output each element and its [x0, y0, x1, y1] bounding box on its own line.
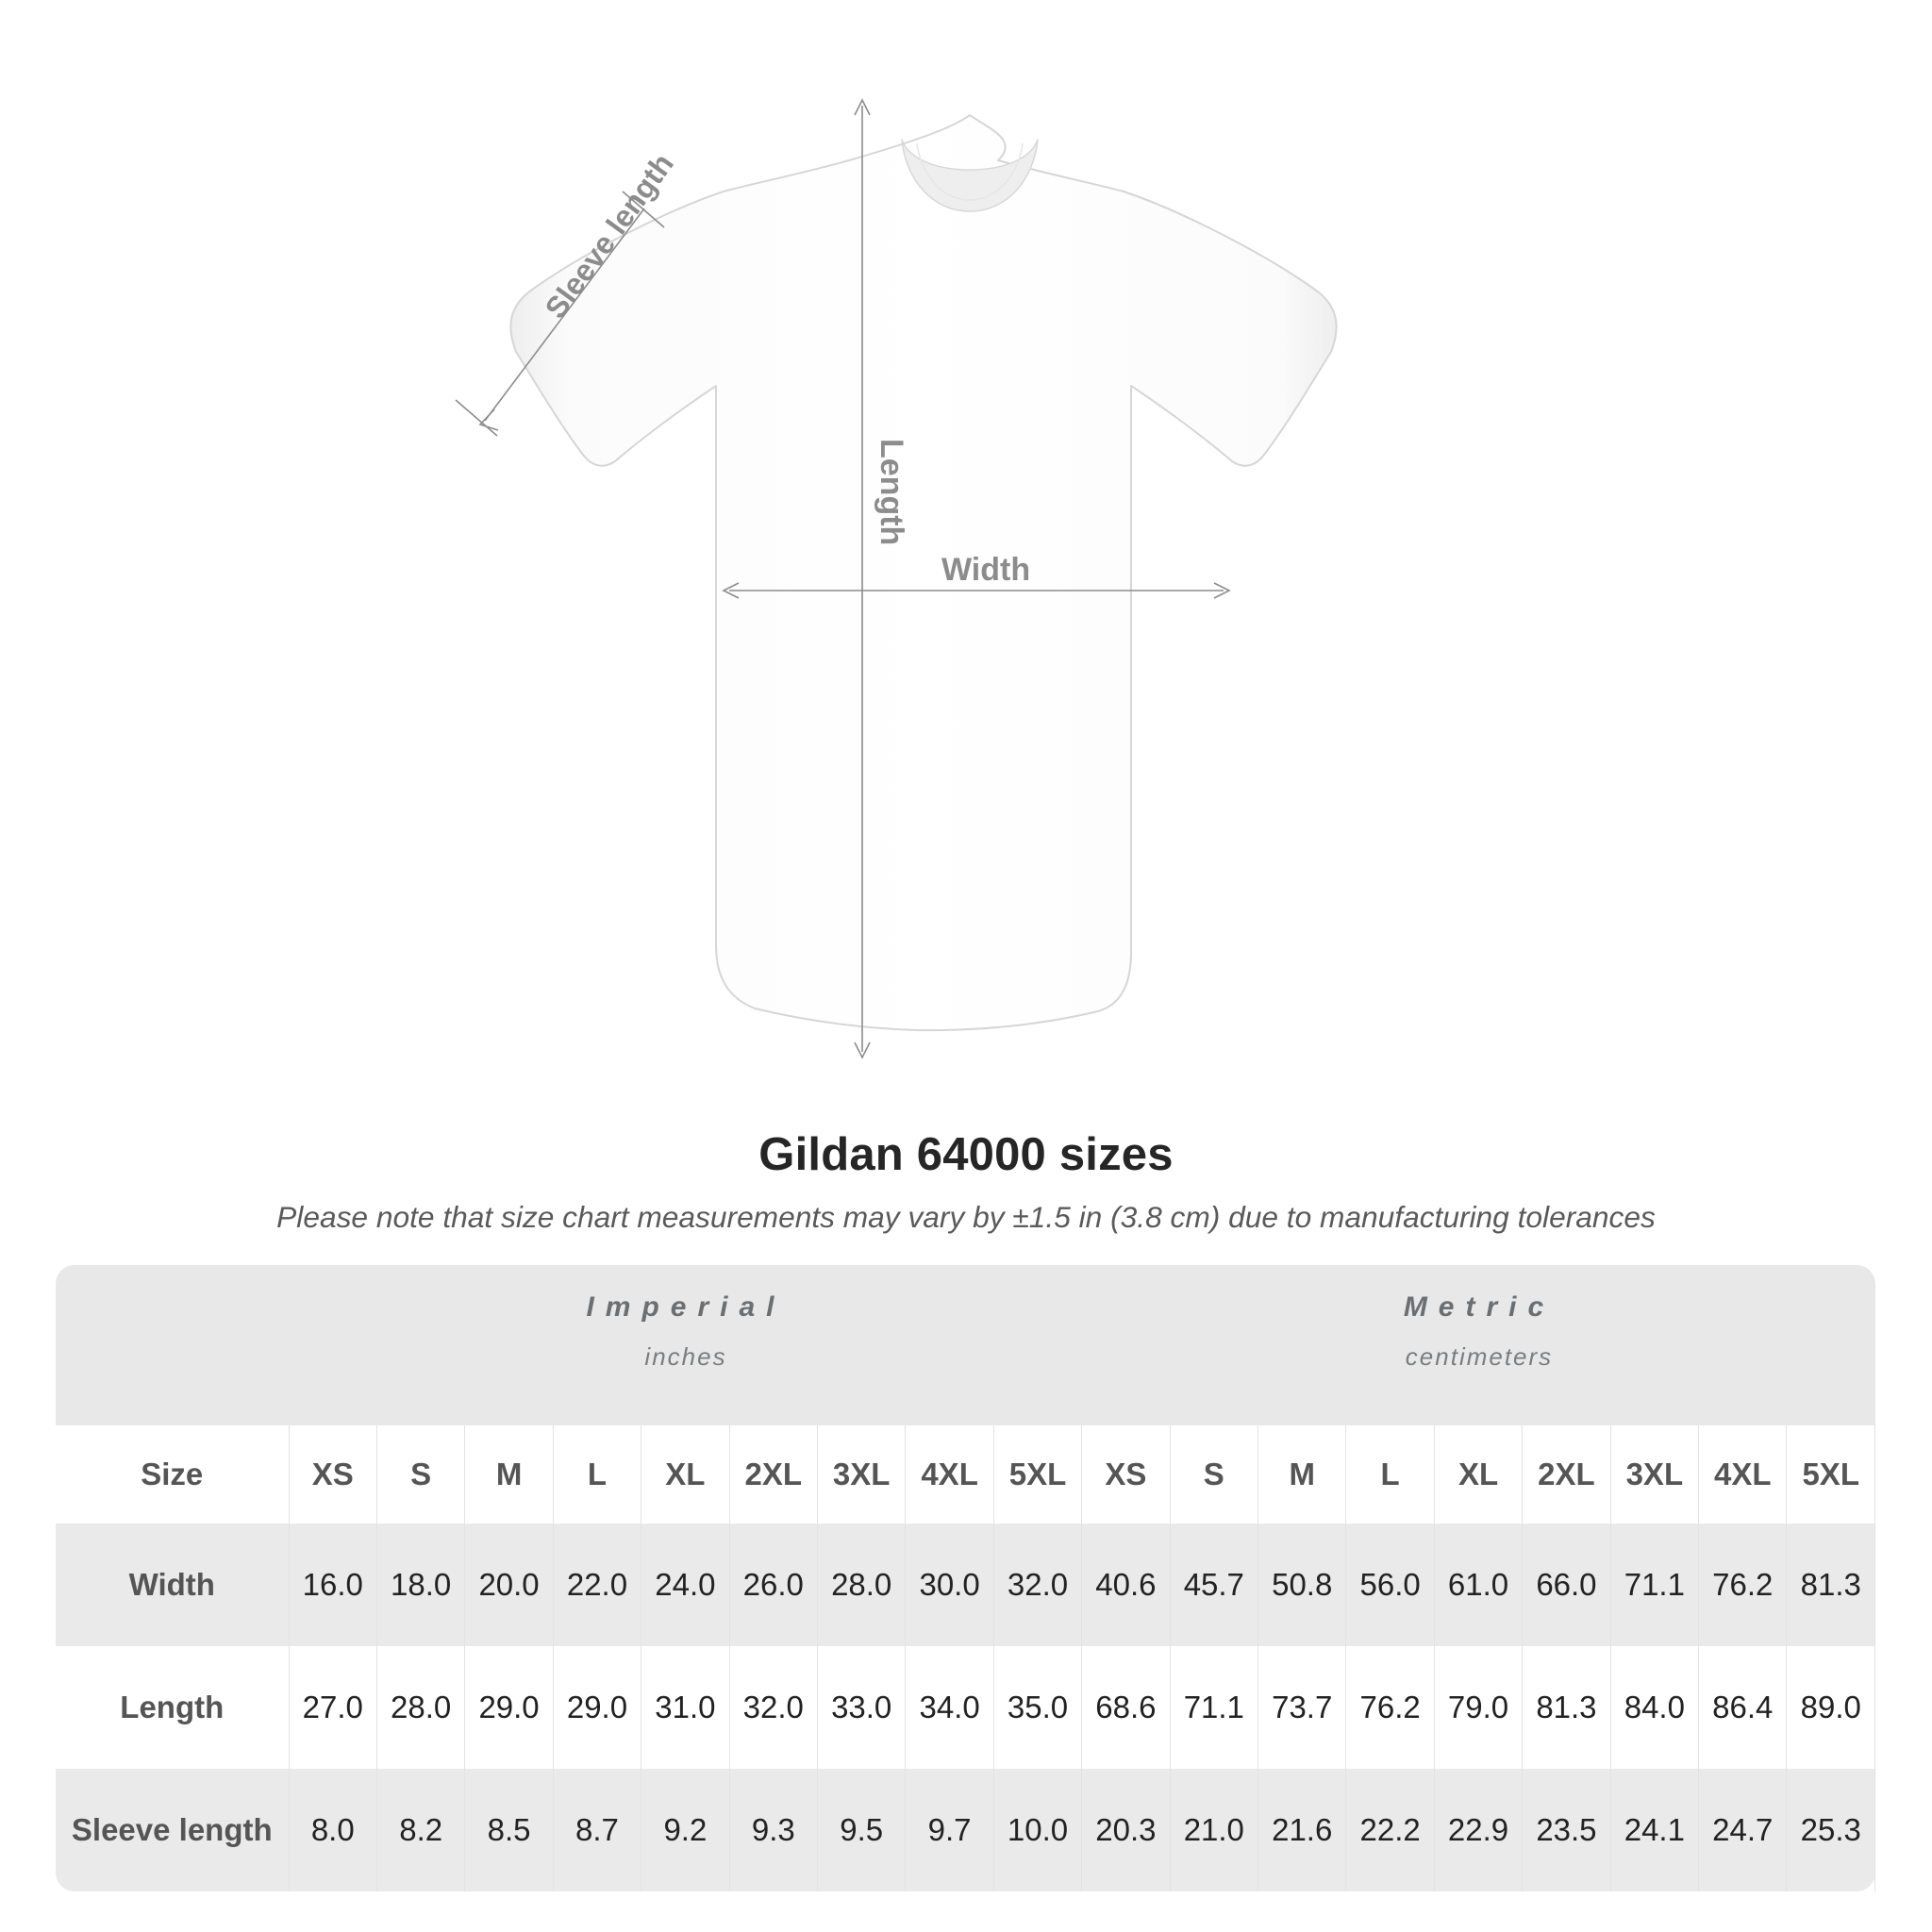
svg-text:Width: Width — [941, 552, 1030, 588]
svg-text:Length: Length — [874, 439, 909, 545]
svg-text:Sleeve length: Sleeve length — [539, 147, 680, 325]
